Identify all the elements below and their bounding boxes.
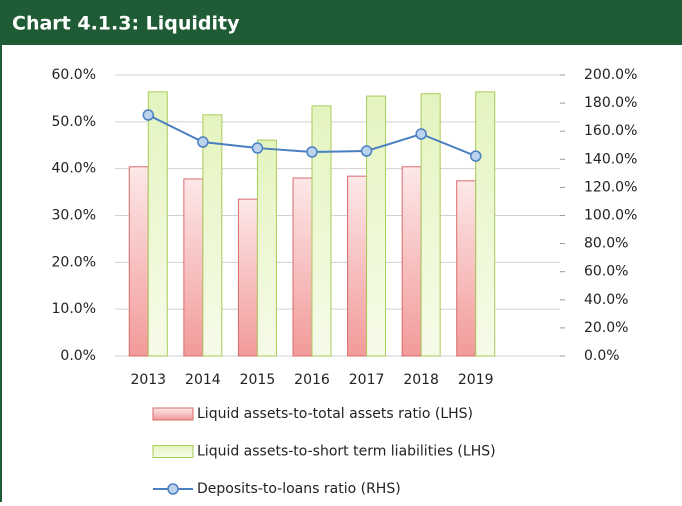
bar: [237, 198, 258, 357]
bar: [401, 166, 422, 357]
x-tick-label: 2014: [185, 372, 221, 388]
line-marker: [360, 145, 373, 157]
legend-label: Liquid assets-to-short term liabilities …: [197, 444, 496, 460]
y2-tick-label: 140.0%: [584, 151, 637, 167]
line-marker: [251, 142, 264, 154]
line-marker: [142, 109, 155, 121]
legend-label: Liquid assets-to-total assets ratio (LHS…: [197, 406, 473, 422]
y-tick-label: 50.0%: [52, 114, 96, 130]
bar: [256, 139, 277, 357]
y-tick-label: 30.0%: [52, 208, 96, 224]
y2-tick-label: 0.0%: [584, 348, 620, 364]
bar: [311, 105, 332, 357]
line-marker: [306, 146, 318, 158]
y2-tick-label: 80.0%: [584, 236, 628, 252]
bar: [456, 180, 477, 357]
y2-tick-label: 200.0%: [584, 67, 637, 83]
y-tick-label: 60.0%: [52, 67, 96, 83]
y-tick-label: 10.0%: [52, 301, 96, 317]
bar: [366, 95, 387, 357]
line-marker: [415, 128, 427, 140]
bar: [292, 177, 313, 357]
legend-label: Deposits-to-loans ratio (RHS): [197, 481, 401, 497]
bar: [183, 178, 204, 357]
x-tick-label: 2018: [403, 372, 439, 388]
x-tick-label: 2015: [240, 372, 276, 388]
y-tick-label: 20.0%: [52, 254, 96, 270]
y2-tick-label: 40.0%: [584, 292, 628, 308]
bar: [347, 175, 368, 357]
legend-swatch: [152, 445, 194, 458]
y2-tick-label: 100.0%: [584, 208, 637, 224]
x-tick-label: 2016: [294, 372, 330, 388]
bar: [128, 166, 149, 357]
legend-swatch: [152, 407, 194, 421]
header-bar: [0, 0, 682, 45]
bar: [147, 91, 168, 357]
y2-tick-label: 160.0%: [584, 123, 637, 139]
y2-tick-label: 20.0%: [584, 320, 628, 336]
bar: [202, 114, 223, 357]
x-tick-label: 2013: [130, 372, 166, 388]
x-tick-label: 2017: [349, 372, 385, 388]
y2-tick-label: 180.0%: [584, 95, 637, 111]
y-tick-label: 0.0%: [60, 348, 96, 364]
chart-title: Chart 4.1.3: Liquidity: [12, 13, 240, 35]
line-marker: [469, 150, 482, 162]
legend-swatch: [167, 483, 179, 495]
y-tick-label: 40.0%: [52, 161, 96, 177]
y2-tick-label: 60.0%: [584, 264, 628, 280]
bar: [420, 93, 441, 357]
y2-tick-label: 120.0%: [584, 179, 637, 195]
line-marker: [197, 136, 209, 148]
x-tick-label: 2019: [458, 372, 494, 388]
bar: [475, 91, 496, 357]
